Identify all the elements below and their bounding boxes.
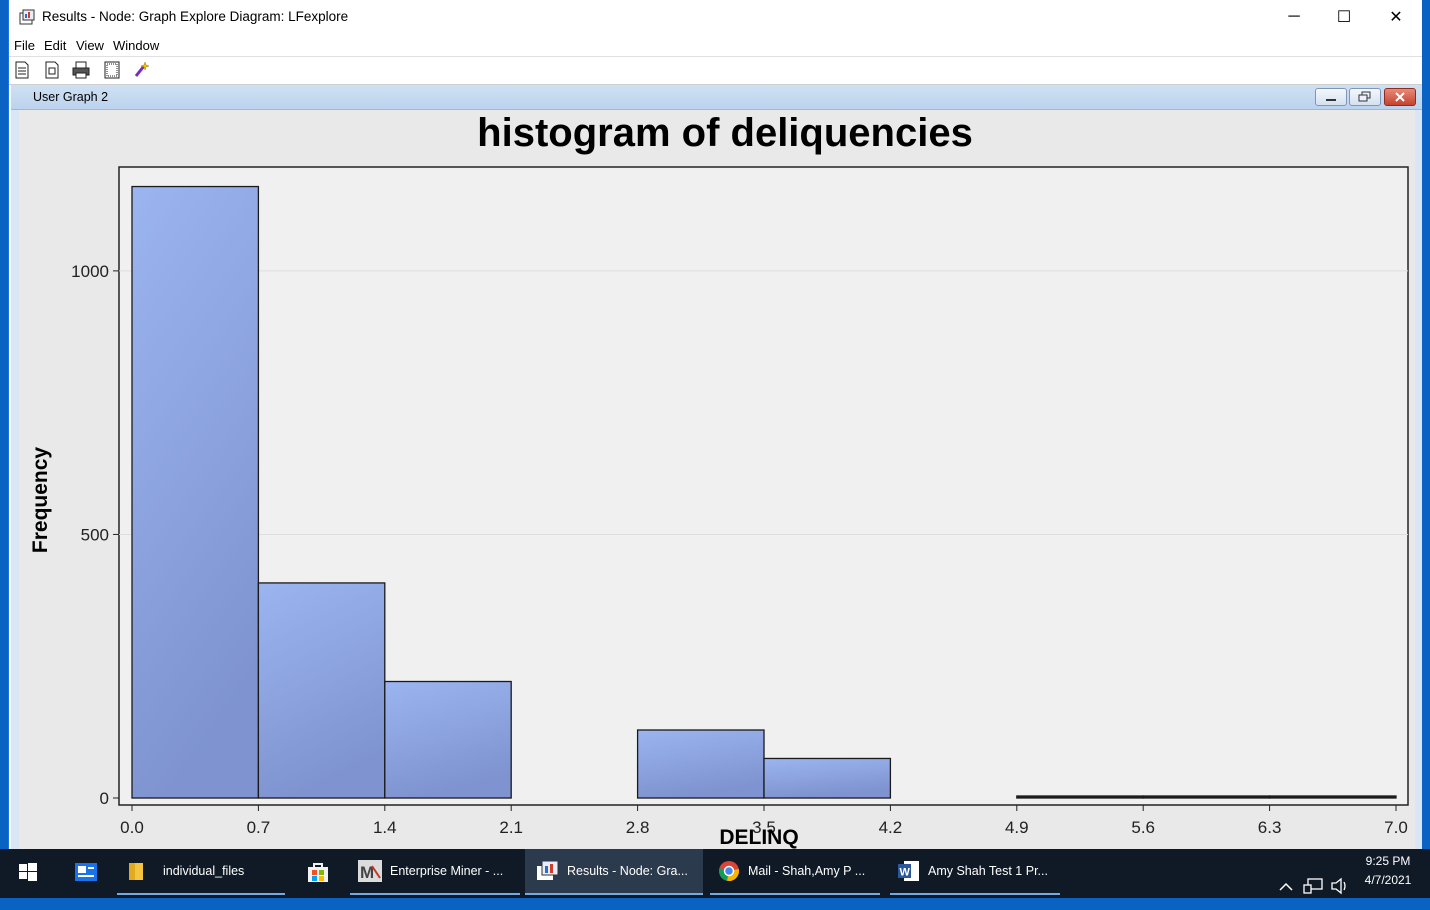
taskbar-label: individual_files xyxy=(163,864,245,878)
histogram-bar xyxy=(384,680,512,799)
wizard-icon[interactable] xyxy=(133,61,151,79)
inner-minimize-button[interactable] xyxy=(1315,88,1347,106)
taskbar-mail[interactable]: Mail - Shah,Amy P ... xyxy=(710,849,880,895)
y-axis-label: Frequency xyxy=(29,447,52,554)
taskbar-enterprise-miner[interactable]: M Enterprise Miner - ... xyxy=(350,849,520,895)
news-icon xyxy=(75,863,97,881)
start-button[interactable] xyxy=(14,849,42,895)
inner-title-bar[interactable]: User Graph 2 xyxy=(11,85,1422,110)
volume-icon[interactable] xyxy=(1330,863,1350,909)
histogram-chart: histogram of deliquencies 0 500 1000 0.0 0.7 1… xyxy=(29,111,1409,849)
x-tick-label: 3.5 xyxy=(752,818,776,837)
histogram-bar xyxy=(763,757,892,799)
histogram-bar xyxy=(1016,795,1144,799)
histogram-bar xyxy=(131,185,260,799)
y-tick-label: 500 xyxy=(81,525,109,544)
folder-icon xyxy=(129,863,143,880)
network-icon[interactable] xyxy=(1303,863,1323,909)
chevron-up-icon[interactable] xyxy=(1278,864,1294,910)
taskbar-label: Results - Node: Gra... xyxy=(567,864,688,878)
taskbar: individual_files M Enterprise Miner - ..… xyxy=(0,849,1430,898)
chart-title: histogram of deliquencies xyxy=(477,111,973,155)
taskbar-label: Amy Shah Test 1 Pr... xyxy=(928,864,1048,878)
user-graph-window: User Graph 2 histogram of deliquencies 0 5… xyxy=(11,85,1422,849)
histogram-bar xyxy=(636,729,765,799)
word-icon: W xyxy=(898,861,919,881)
results-app-icon xyxy=(19,9,35,25)
window-title: Results - Node: Graph Explore Diagram: L… xyxy=(42,9,349,24)
taskbar-store[interactable] xyxy=(304,849,332,895)
menu-bar: File Edit View Window xyxy=(9,34,1422,57)
properties-icon[interactable] xyxy=(43,61,61,79)
print-icon[interactable] xyxy=(72,61,90,79)
restore-icon xyxy=(1358,91,1371,102)
taskbar-label: Enterprise Miner - ... xyxy=(390,864,504,878)
minimize-button[interactable]: ─ xyxy=(1288,8,1300,25)
taskbar-results[interactable]: Results - Node: Gra... xyxy=(525,849,703,895)
histogram-bar xyxy=(1268,795,1397,799)
x-tick-label: 2.1 xyxy=(499,818,523,837)
y-tick-label: 0 xyxy=(100,789,109,808)
taskbar-news[interactable] xyxy=(72,849,100,895)
x-axis-label: DELINQ xyxy=(719,826,798,849)
x-tick-label: 1.4 xyxy=(373,818,397,837)
page-setup-icon[interactable] xyxy=(103,61,121,79)
inner-close-button[interactable] xyxy=(1384,88,1416,106)
enterprise-miner-icon: M xyxy=(358,860,382,882)
minimize-icon xyxy=(1326,99,1336,101)
menu-file[interactable]: File xyxy=(14,38,35,53)
store-icon xyxy=(308,863,328,882)
taskbar-label: Mail - Shah,Amy P ... xyxy=(748,864,866,878)
x-tick-label: 5.6 xyxy=(1131,818,1155,837)
x-tick-label: 0.0 xyxy=(120,818,144,837)
y-tick-label: 1000 xyxy=(71,262,109,281)
inner-restore-button[interactable] xyxy=(1349,88,1381,106)
taskbar-word[interactable]: W Amy Shah Test 1 Pr... xyxy=(890,849,1060,895)
svg-text:M: M xyxy=(360,863,374,882)
x-tick-label: 6.3 xyxy=(1258,818,1282,837)
windows-start-icon xyxy=(19,863,37,881)
maximize-button[interactable]: ☐ xyxy=(1336,9,1352,26)
close-button[interactable]: ✕ xyxy=(1389,9,1403,26)
plot-area: histogram of deliquencies 0 500 1000 0.0 0.7 1… xyxy=(19,110,1415,849)
results-window: Results - Node: Graph Explore Diagram: L… xyxy=(8,0,1422,849)
inner-window-title: User Graph 2 xyxy=(33,90,109,104)
menu-window[interactable]: Window xyxy=(113,38,160,53)
clock[interactable]: 9:25 PM 4/7/2021 xyxy=(1358,852,1418,898)
histogram-bar xyxy=(1142,795,1271,799)
menu-edit[interactable]: Edit xyxy=(44,38,67,53)
new-document-icon[interactable] xyxy=(13,61,31,79)
taskbar-individual-files[interactable]: individual_files xyxy=(117,849,285,895)
title-bar[interactable]: Results - Node: Graph Explore Diagram: L… xyxy=(9,0,1422,34)
x-tick-label: 4.9 xyxy=(1005,818,1029,837)
toolbar xyxy=(9,57,1422,85)
x-tick-label: 2.8 xyxy=(626,818,650,837)
menu-view[interactable]: View xyxy=(76,38,104,53)
x-tick-label: 0.7 xyxy=(247,818,271,837)
svg-text:W: W xyxy=(900,867,911,879)
chrome-icon xyxy=(719,861,740,882)
close-icon xyxy=(1395,92,1405,102)
clock-date: 4/7/2021 xyxy=(1364,873,1412,887)
histogram-bar xyxy=(257,582,386,799)
clock-time: 9:25 PM xyxy=(1365,854,1411,868)
x-tick-label: 4.2 xyxy=(879,818,903,837)
x-tick-label: 7.0 xyxy=(1384,818,1408,837)
results-icon xyxy=(537,861,559,880)
